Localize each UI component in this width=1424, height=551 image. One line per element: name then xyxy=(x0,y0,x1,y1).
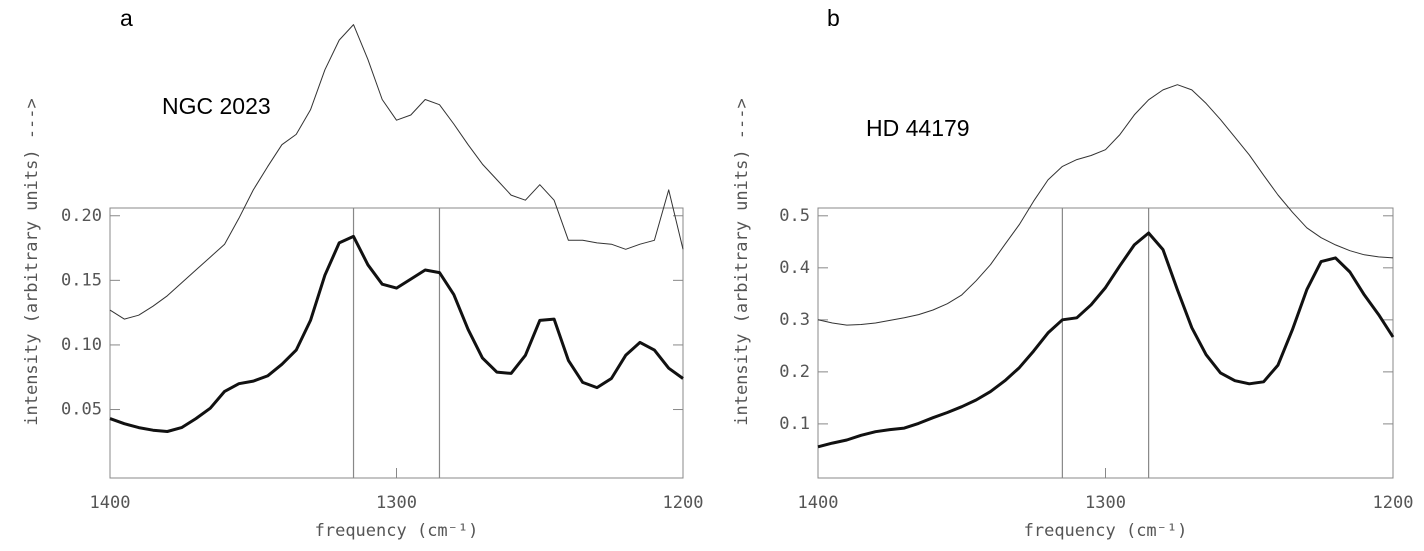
panel-label: b xyxy=(827,5,840,31)
x-axis-label: frequency (cm⁻¹) xyxy=(315,521,479,541)
x-tick-label: 1400 xyxy=(798,493,839,513)
x-tick-label: 1400 xyxy=(90,493,131,513)
annotation: HD 44179 xyxy=(866,115,970,141)
spectrum-line xyxy=(817,231,1395,449)
y-tick-label: 0.05 xyxy=(61,400,102,420)
y-tick-label: 0.2 xyxy=(779,362,810,382)
y-tick-label: 0.15 xyxy=(61,270,102,290)
plot-frame xyxy=(817,207,1394,479)
y-tick-label: 0.10 xyxy=(61,335,102,355)
spectrum-line xyxy=(109,24,684,320)
y-axis-label: intensity (arbitrary units) ---> xyxy=(732,98,752,426)
x-tick-label: 1200 xyxy=(663,493,704,513)
y-tick-label: 0.3 xyxy=(779,310,810,330)
y-tick-label: 0.4 xyxy=(779,258,810,278)
y-tick-label: 0.1 xyxy=(779,414,810,434)
spectrum-line xyxy=(817,84,1394,326)
y-tick-label: 0.5 xyxy=(779,206,810,226)
x-tick-label: 1300 xyxy=(376,493,417,513)
y-axis-label: intensity (arbitrary units) ---> xyxy=(22,98,42,426)
x-axis-label: frequency (cm⁻¹) xyxy=(1024,521,1188,541)
x-tick-label: 1200 xyxy=(1373,493,1414,513)
annotation: NGC 2023 xyxy=(162,93,271,119)
y-tick-label: 0.20 xyxy=(61,206,102,226)
panel-label: a xyxy=(120,5,133,31)
x-tick-label: 1300 xyxy=(1085,493,1126,513)
spectrum-line xyxy=(109,234,684,433)
plot-frame xyxy=(109,207,684,479)
